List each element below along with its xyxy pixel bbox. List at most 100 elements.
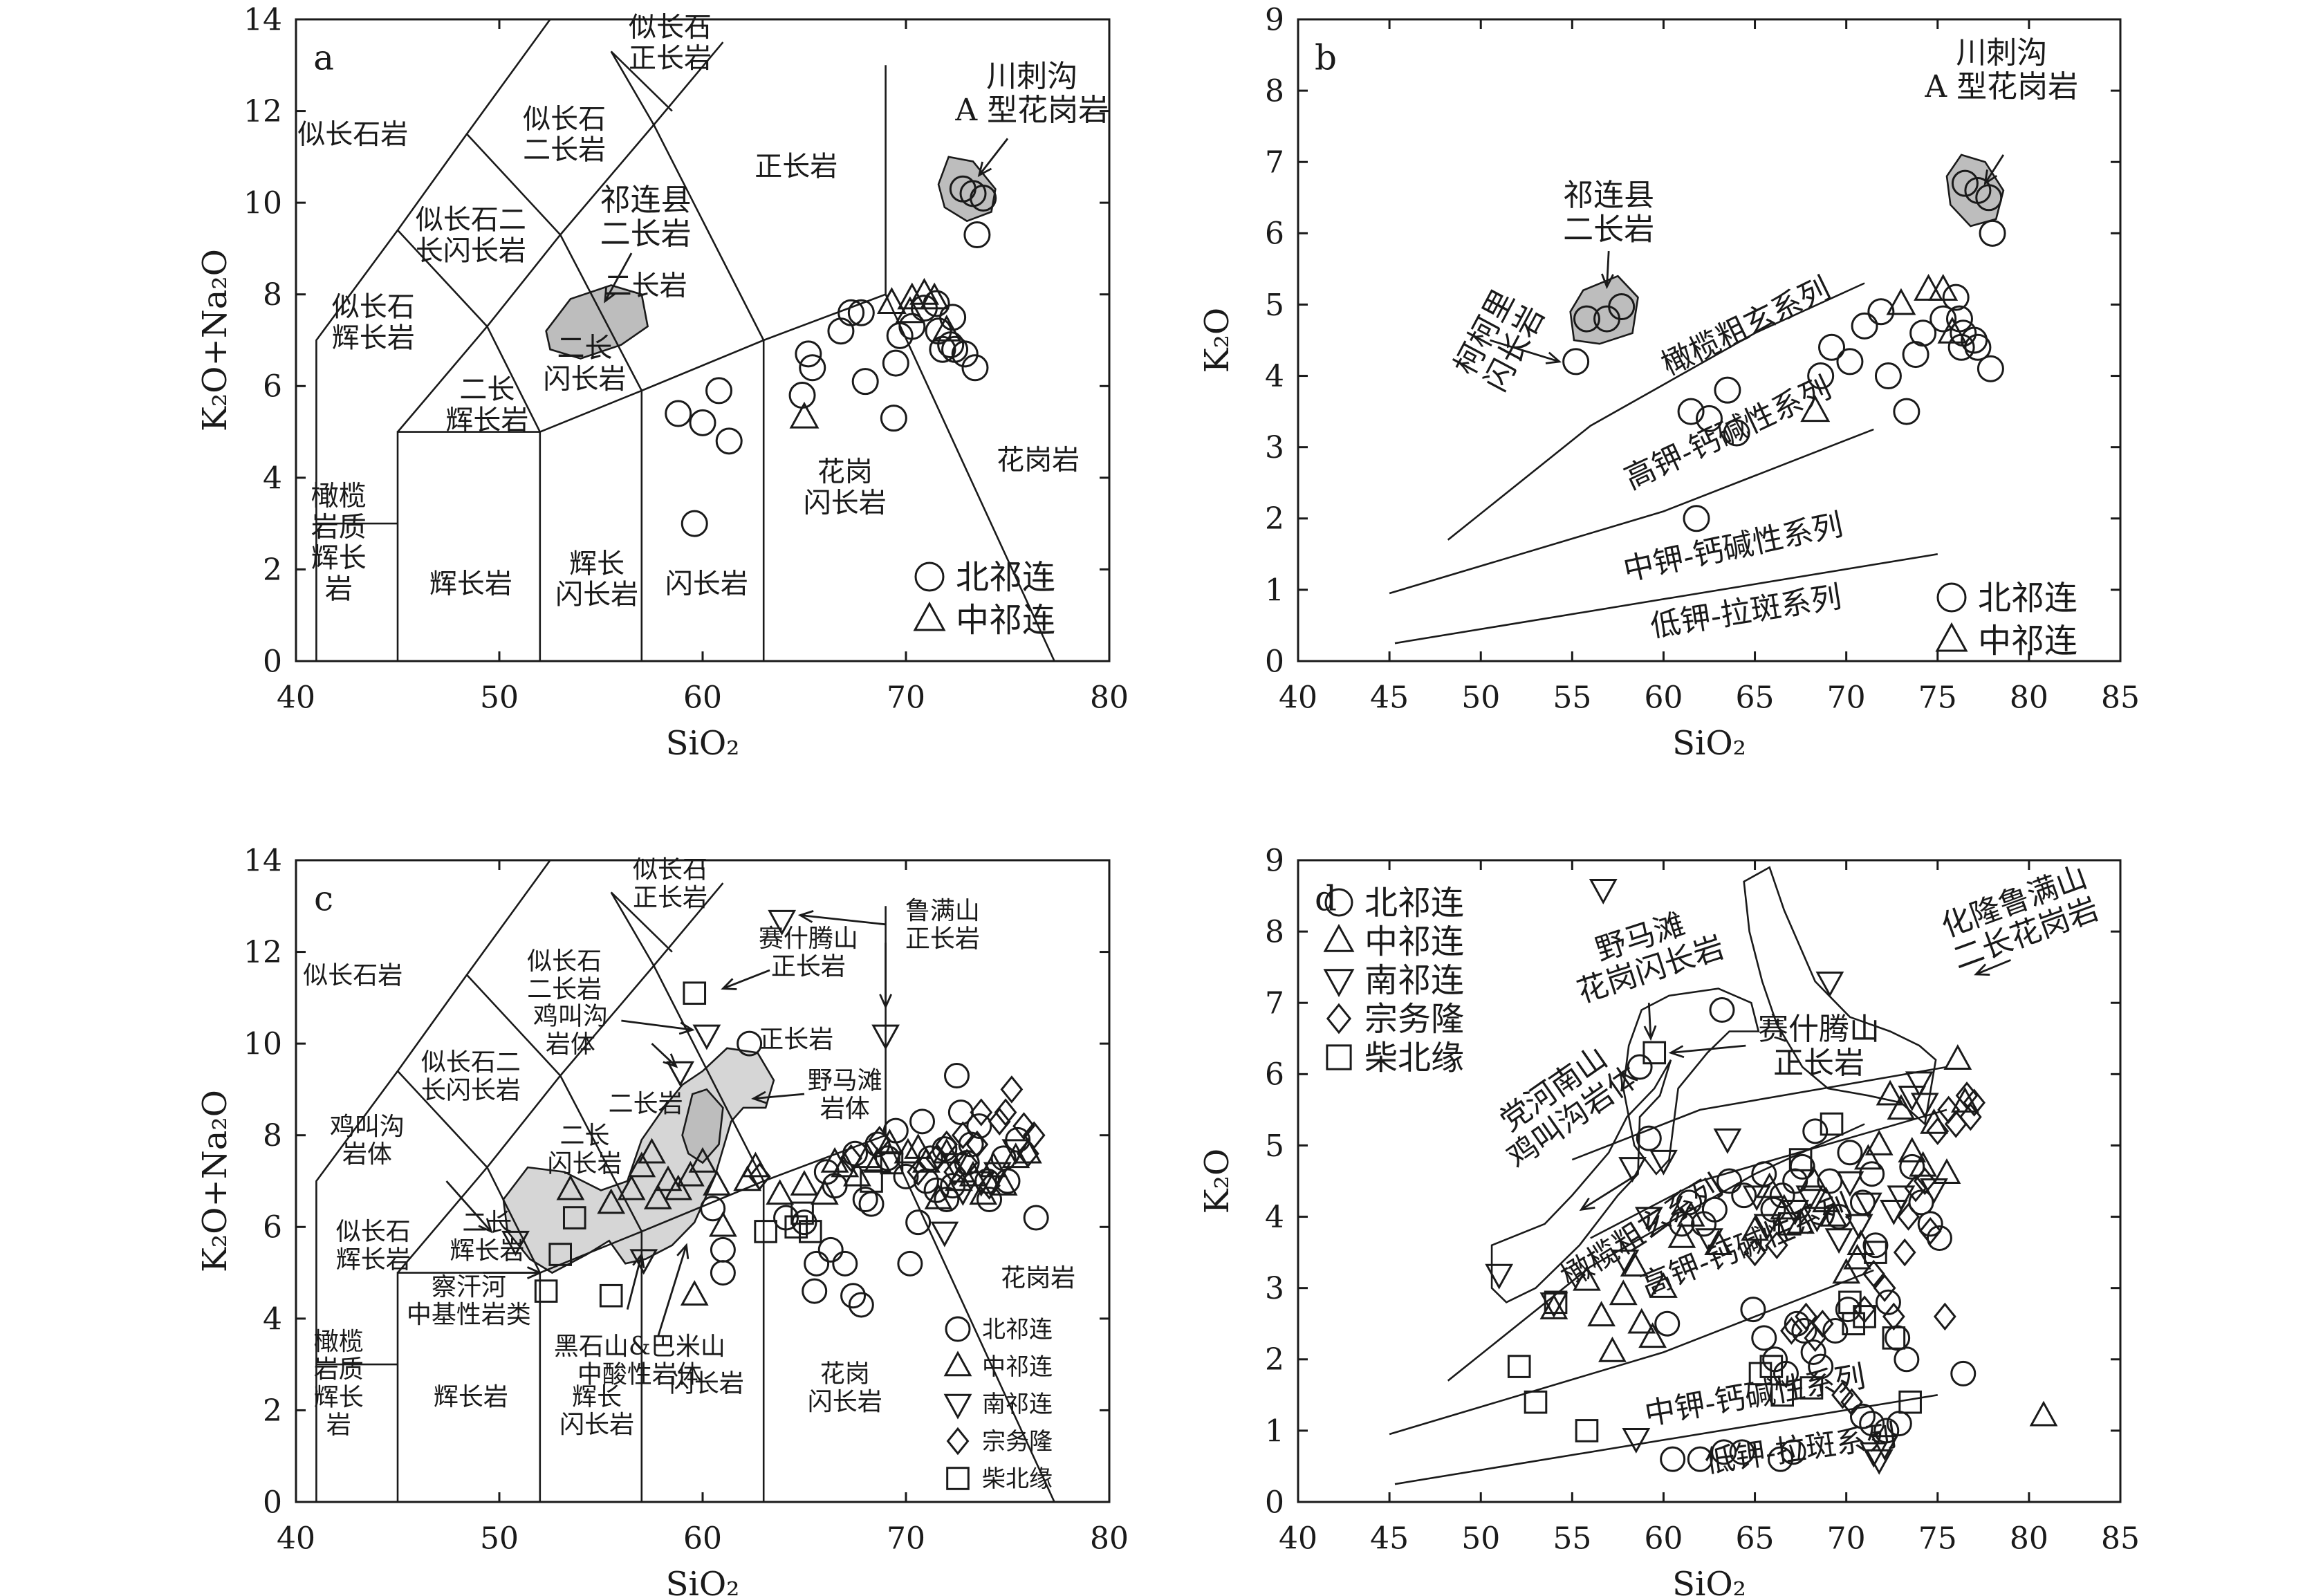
data-point <box>1942 284 1970 311</box>
y-tick-label: 8 <box>1265 74 1284 109</box>
data-point <box>1909 1151 1938 1177</box>
y-axis-label: K₂O+Na₂O <box>196 1090 234 1272</box>
x-tick-label: 75 <box>1918 1521 1957 1556</box>
data-point <box>1853 1305 1876 1328</box>
arrow-shaft <box>656 1245 687 1337</box>
field-boundary <box>640 339 765 661</box>
legend-marker-diamond <box>1326 1003 1352 1034</box>
data-point <box>689 409 716 436</box>
data-point <box>1917 1211 1943 1237</box>
y-tick-label: 8 <box>263 277 282 313</box>
data-point <box>1811 1309 1834 1338</box>
data-point <box>703 1169 731 1196</box>
arrow <box>483 1266 543 1280</box>
legend-marker-square <box>1326 1044 1352 1070</box>
rock-field-label: 花岗闪长岩 <box>808 1360 882 1416</box>
data-point <box>1539 1293 1568 1319</box>
legend-label: 北祁连 <box>982 1316 1053 1344</box>
data-point <box>948 1180 977 1206</box>
x-tick-label: 85 <box>2101 1521 2140 1556</box>
x-tick-label: 60 <box>1644 1521 1683 1556</box>
legend-marker-diamond <box>946 1427 970 1456</box>
y-tick-label: 3 <box>1265 1271 1284 1306</box>
legend-label: 宗务隆 <box>1364 1000 1464 1039</box>
data-point <box>1575 1419 1599 1442</box>
arrow-head <box>751 1091 767 1104</box>
arrow <box>1601 251 1614 290</box>
series-square <box>1507 1041 1922 1442</box>
data-point <box>1894 1346 1920 1373</box>
data-point <box>827 317 855 345</box>
data-point <box>967 1171 996 1197</box>
legend-marker-triangle-down <box>943 1393 972 1420</box>
data-point <box>1836 348 1864 375</box>
legend-marker-circle <box>1324 888 1353 917</box>
legend-marker-triangle <box>913 601 946 631</box>
rock-field-label: 橄榄岩质辉长岩 <box>311 480 367 604</box>
data-point <box>1660 1446 1686 1472</box>
arrow-shaft <box>1984 154 2005 184</box>
data-point <box>876 1129 904 1155</box>
y-tick-label: 6 <box>263 369 282 405</box>
x-axis-label: SiO₂ <box>666 1565 740 1596</box>
data-point <box>1780 1317 1803 1345</box>
data-point <box>1838 1290 1862 1315</box>
data-point <box>1781 1199 1810 1225</box>
series-boundary <box>1447 282 1865 541</box>
data-point <box>1876 1079 1905 1106</box>
data-point <box>1716 1168 1743 1194</box>
panel-letter: a <box>313 38 334 78</box>
data-point <box>790 1169 819 1196</box>
data-point <box>880 1151 904 1175</box>
annotation-label: 黑石山&巴米山中酸性岩体 <box>554 1333 725 1389</box>
x-axis-label: SiO₂ <box>1672 1565 1746 1596</box>
data-point <box>1618 1157 1647 1183</box>
data-point <box>1835 1171 1864 1197</box>
data-point <box>1824 1228 1853 1254</box>
rock-field-label: 似长石辉长岩 <box>336 1218 411 1274</box>
data-point <box>1843 1243 1871 1270</box>
data-point <box>1780 1439 1806 1465</box>
y-tick-label: 10 <box>243 1027 282 1062</box>
y-tick-label: 6 <box>1265 1057 1284 1093</box>
data-point <box>1709 997 1735 1023</box>
data-point <box>1914 274 1944 301</box>
data-point <box>1898 1086 1927 1111</box>
qilian-monzonite-field <box>545 284 649 360</box>
arrow-head <box>1545 351 1562 364</box>
data-point <box>1887 1185 1916 1212</box>
data-point <box>1812 1187 1840 1213</box>
x-tick-label: 65 <box>1736 680 1775 715</box>
plot-frame <box>1297 18 2122 662</box>
rock-field-label: 似长石二长岩 <box>523 103 606 166</box>
annotation-label: 川刺沟 A 型花岗岩 <box>954 59 1109 128</box>
x-tick-label: 80 <box>2010 680 2048 715</box>
data-point <box>882 349 909 377</box>
data-point <box>1910 1093 1939 1119</box>
annotation-label: 野马滩花岗闪长岩 <box>1562 897 1728 1010</box>
x-tick-label: 55 <box>1553 1521 1591 1556</box>
data-point <box>1837 1140 1863 1166</box>
data-point <box>847 299 875 326</box>
data-point <box>768 909 797 936</box>
y-tick-label: 1 <box>1265 1413 1284 1449</box>
data-point <box>848 1292 874 1318</box>
field-boundary <box>640 1180 765 1502</box>
data-point <box>1788 1148 1813 1171</box>
data-point <box>1768 1446 1794 1472</box>
data-point <box>1961 326 1988 354</box>
y-tick-label: 4 <box>1265 1200 1284 1235</box>
field-boundary <box>763 1134 887 1182</box>
data-point <box>1904 1174 1927 1203</box>
data-point <box>1898 1137 1927 1163</box>
data-point <box>1887 1094 1916 1120</box>
data-point <box>1636 1125 1662 1151</box>
data-point <box>1544 1290 1568 1315</box>
data-point <box>970 185 997 212</box>
data-point <box>788 382 816 409</box>
data-point <box>733 1165 762 1191</box>
data-point <box>1000 1075 1024 1104</box>
data-point <box>1669 1211 1695 1237</box>
data-point <box>1723 419 1750 447</box>
y-tick-label: 12 <box>243 935 282 970</box>
